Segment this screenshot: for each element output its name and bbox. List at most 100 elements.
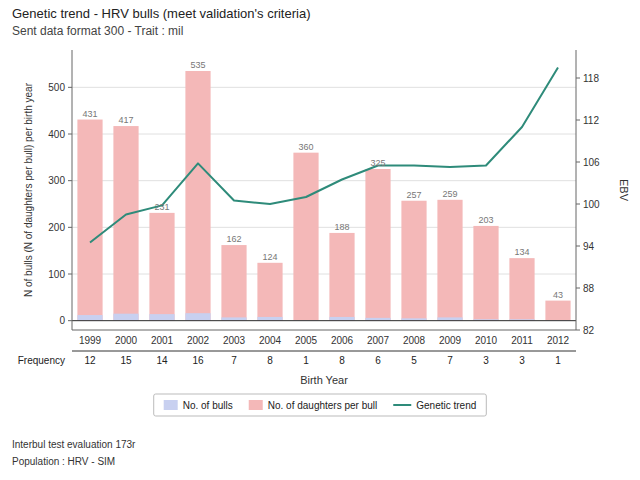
y2-axis-label: EBV	[618, 179, 630, 202]
frequency-value: 5	[411, 355, 417, 366]
y2-tick	[576, 204, 580, 205]
frequency-value: 16	[192, 355, 204, 366]
data-labels: 4314172315351621243601883252572592031344…	[82, 60, 563, 300]
bar	[329, 317, 354, 321]
data-label: 43	[553, 290, 563, 300]
frequency-value: 7	[231, 355, 237, 366]
bar	[473, 226, 498, 321]
y2-tick-label: 94	[583, 241, 595, 252]
frequency-row: Frequency121514167818657331	[18, 351, 576, 366]
y-tick-label: 400	[48, 129, 65, 140]
y-tick	[68, 320, 72, 321]
y2-tick-label: 100	[583, 199, 600, 210]
x-tick-label: 2012	[547, 335, 570, 346]
grid-line	[72, 134, 576, 135]
frequency-value: 7	[447, 355, 453, 366]
chart: Genetic trend - HRV bulls (meet validati…	[0, 0, 640, 480]
data-label: 259	[442, 189, 457, 199]
y2-tick-label: 112	[583, 115, 599, 126]
y-tick-label: 300	[48, 175, 65, 186]
page: {"chart_data": {"type": "bar", "title": …	[0, 0, 640, 480]
bar-series	[77, 71, 570, 321]
frequency-value: 12	[84, 355, 96, 366]
x-tick-label: 2001	[151, 335, 174, 346]
frequency-separator	[72, 351, 576, 352]
legend: No. of bullsNo. of daughters per bullGen…	[154, 394, 487, 416]
grid-line	[72, 180, 576, 181]
y2-tick-label: 88	[583, 283, 595, 294]
y2-tick	[576, 246, 580, 247]
y-tick	[68, 227, 72, 228]
bar	[113, 126, 138, 321]
frequency-value: 6	[375, 355, 381, 366]
y2-tick	[576, 120, 580, 121]
bar	[149, 314, 174, 321]
x-axis-line	[72, 330, 576, 331]
trend-line	[90, 68, 558, 243]
frequency-value: 3	[483, 355, 489, 366]
subtitle: Sent data format 300 - Trait : mil	[12, 24, 183, 38]
y-tick-label: 0	[59, 315, 65, 326]
x-tick-label: 2000	[115, 335, 138, 346]
data-label: 325	[370, 158, 385, 168]
bar	[509, 258, 534, 321]
x-tick-label: 1999	[79, 335, 102, 346]
x-tick-label: 2006	[331, 335, 354, 346]
data-label: 360	[298, 142, 313, 152]
frequency-value: 1	[555, 355, 561, 366]
bar	[437, 200, 462, 321]
footer-note: Population : HRV - SIM	[12, 456, 115, 467]
data-label: 417	[118, 115, 133, 125]
bar	[113, 314, 138, 321]
grid	[72, 87, 576, 320]
grid-line	[72, 87, 576, 88]
legend-swatch	[393, 404, 411, 406]
y2-tick-label: 82	[583, 325, 595, 336]
y-tick	[68, 180, 72, 181]
data-label: 231	[154, 202, 169, 212]
x-tick-label: 2003	[223, 335, 246, 346]
y-tick	[68, 274, 72, 275]
y-tick	[68, 87, 72, 88]
grid-line	[72, 227, 576, 228]
bar	[365, 169, 390, 321]
bar	[293, 153, 318, 321]
zero-line	[72, 320, 576, 321]
x-tick-label: 2008	[403, 335, 426, 346]
y2-tick-label: 118	[583, 73, 599, 84]
grid-line	[72, 320, 576, 321]
bar	[149, 213, 174, 321]
bar-series	[77, 313, 570, 320]
data-label: 257	[406, 190, 421, 200]
y-tick-label: 100	[48, 269, 65, 280]
frequency-value: 1	[303, 355, 309, 366]
bar	[221, 245, 246, 321]
x-tick-label: 2010	[475, 335, 498, 346]
grid-line	[72, 274, 576, 275]
y2-tick	[576, 330, 580, 331]
data-label: 162	[226, 234, 241, 244]
x-tick-label: 2005	[295, 335, 318, 346]
legend-label: Genetic trend	[416, 400, 476, 411]
frequency-value: 8	[267, 355, 273, 366]
legend-frame	[154, 394, 487, 416]
frequency-value: 15	[120, 355, 132, 366]
y2-tick	[576, 78, 580, 79]
data-label: 134	[514, 247, 529, 257]
y2-tick	[576, 162, 580, 163]
data-label: 431	[82, 109, 97, 119]
x-tick-label: 2011	[511, 335, 533, 346]
legend-swatch	[164, 400, 178, 410]
y-axis-label: N of bulls (N of daughters per bull) per…	[23, 82, 34, 297]
frequency-value: 3	[519, 355, 525, 366]
bar	[329, 233, 354, 321]
bar	[77, 315, 102, 321]
y-tick-label: 200	[48, 222, 65, 233]
axes: 0100200300400500828894100106112118199920…	[48, 50, 600, 346]
data-label: 188	[334, 222, 349, 232]
bar	[257, 263, 282, 321]
footer-note: Interbul test evaluation 173r	[12, 439, 136, 450]
title: Genetic trend - HRV bulls (meet validati…	[12, 6, 310, 21]
legend-swatch	[249, 400, 263, 410]
x-tick-label: 2009	[439, 335, 462, 346]
